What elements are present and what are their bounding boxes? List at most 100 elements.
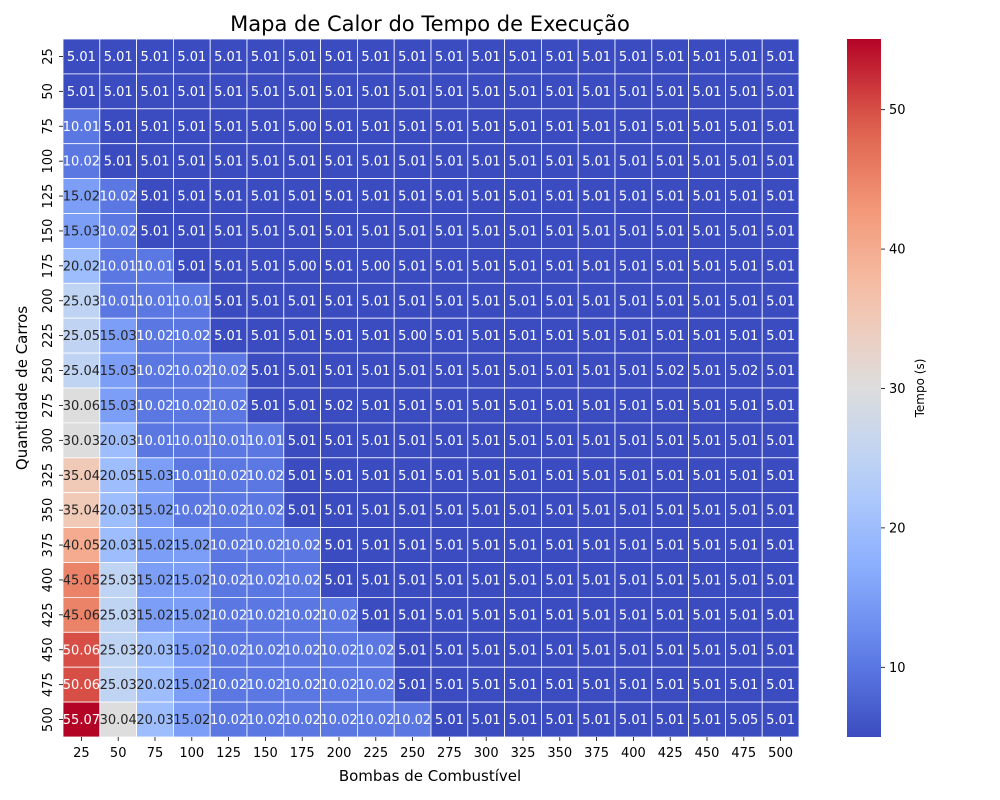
x-tick-label: 375: [584, 746, 609, 761]
heatmap-cell: [651, 701, 689, 738]
heatmap-cell: [99, 213, 138, 249]
cell-value-label: 5.01: [435, 155, 464, 170]
cell-value-label: 45.06: [63, 608, 100, 623]
heatmap-cell: [541, 38, 579, 75]
heatmap-cell: [688, 492, 726, 529]
cell-value-label: 10.02: [357, 713, 394, 728]
cell-value-label: 5.01: [545, 643, 574, 658]
cell-value-label: 5.02: [325, 399, 354, 414]
heatmap-cell: [761, 597, 800, 633]
heatmap-cell: [577, 247, 616, 284]
heatmap-cell: [467, 213, 505, 249]
heatmap-cell: [688, 317, 726, 354]
heatmap-cell: [541, 562, 579, 598]
heatmap-cell: [614, 387, 653, 424]
heatmap-cell: [725, 38, 763, 75]
heatmap-cell: [283, 422, 321, 459]
cell-value-label: 30.03: [63, 434, 100, 449]
heatmap-cell: [209, 213, 248, 249]
cell-value-label: 10.02: [320, 678, 357, 693]
cell-value-label: 30.04: [100, 713, 137, 728]
heatmap-cell: [761, 178, 800, 214]
cell-value-label: 5.01: [398, 504, 427, 519]
heatmap-cell: [688, 666, 726, 703]
cell-value-label: 10.02: [210, 643, 247, 658]
heatmap-cell: [246, 247, 285, 284]
cell-value-label: 5.01: [472, 434, 501, 449]
x-axis-ticks: 25 50 75 100 125 150 175 200 225 250 275 300 325 350 3…: [73, 737, 793, 761]
cell-value-label: 5.01: [619, 608, 648, 623]
cell-value-label: 15.03: [100, 364, 137, 379]
heatmap-cell: [761, 317, 800, 354]
cell-value-label: 5.01: [472, 50, 501, 65]
heatmap-cell: [62, 38, 101, 75]
cell-value-label: 5.01: [509, 120, 538, 135]
y-axis-label: Quantidade de Carros: [13, 306, 31, 470]
heatmap-cell: [541, 143, 579, 179]
heatmap-cell: [614, 457, 653, 494]
cell-value-label: 5.01: [509, 608, 538, 623]
cell-value-label: 5.01: [361, 364, 390, 379]
heatmap-cell: [99, 178, 138, 214]
cell-value-label: 5.01: [582, 539, 611, 554]
cell-value-label: 5.01: [141, 50, 170, 65]
cell-value-label: 5.01: [435, 294, 464, 309]
cell-value-label: 5.01: [545, 608, 574, 623]
cell-value-label: 5.01: [582, 155, 611, 170]
cell-value-label: 5.01: [693, 120, 722, 135]
cell-value-label: 5.01: [582, 364, 611, 379]
cell-value-label: 5.01: [251, 259, 280, 274]
cell-value-label: 5.01: [693, 85, 722, 100]
cell-value-label: 5.01: [361, 120, 390, 135]
cell-value-label: 5.01: [729, 329, 758, 344]
cell-value-label: 5.01: [435, 259, 464, 274]
cell-value-label: 25.03: [100, 608, 137, 623]
heatmap-cell: [430, 631, 469, 668]
heatmap-cell: [504, 701, 542, 738]
cell-value-label: 5.01: [509, 259, 538, 274]
cell-value-label: 15.03: [63, 224, 100, 239]
y-tick-label: 375: [41, 533, 56, 558]
heatmap-cell: [725, 247, 763, 284]
cell-value-label: 5.01: [361, 539, 390, 554]
heatmap-cell: [356, 631, 395, 668]
heatmap-cell: [320, 527, 358, 563]
heatmap-cell: [688, 213, 726, 249]
heatmap-cell: [614, 73, 653, 110]
cell-value-label: 10.01: [210, 434, 247, 449]
cell-value-label: 5.01: [619, 364, 648, 379]
heatmap-cell: [136, 492, 174, 529]
heatmap-cell: [99, 317, 138, 354]
cell-value-label: 5.01: [325, 504, 354, 519]
cell-value-label: 15.02: [136, 539, 173, 554]
cell-value-label: 5.01: [582, 329, 611, 344]
y-tick-label: 450: [41, 637, 56, 662]
heatmap-cell: [761, 38, 800, 75]
cell-value-label: 10.02: [210, 364, 247, 379]
heatmap-cell: [577, 562, 616, 598]
cell-value-label: 20.02: [63, 259, 100, 274]
y-tick-label: 125: [41, 184, 56, 209]
heatmap-cell: [761, 247, 800, 284]
heatmap-cell: [320, 597, 358, 633]
cell-value-label: 10.01: [136, 434, 173, 449]
cell-value-label: 5.01: [435, 713, 464, 728]
heatmap-cell: [320, 317, 358, 354]
heatmap-cell: [504, 317, 542, 354]
heatmap-cell: [614, 213, 653, 249]
cell-value-label: 10.02: [284, 573, 321, 588]
heatmap-cell: [614, 108, 653, 145]
cell-value-label: 5.01: [693, 294, 722, 309]
cell-value-label: 15.03: [136, 469, 173, 484]
cell-value-label: 5.01: [582, 294, 611, 309]
heatmap-cell: [614, 562, 653, 598]
heatmap-cell: [430, 282, 469, 319]
cell-value-label: 5.01: [729, 573, 758, 588]
cell-value-label: 5.01: [656, 434, 685, 449]
cell-value-label: 5.01: [398, 120, 427, 135]
colorbar-tick-label: 50: [889, 103, 906, 118]
y-tick-label: 350: [41, 498, 56, 523]
heatmap-cell: [283, 213, 321, 249]
cell-value-label: 10.02: [284, 713, 321, 728]
cell-value-label: 5.01: [656, 399, 685, 414]
